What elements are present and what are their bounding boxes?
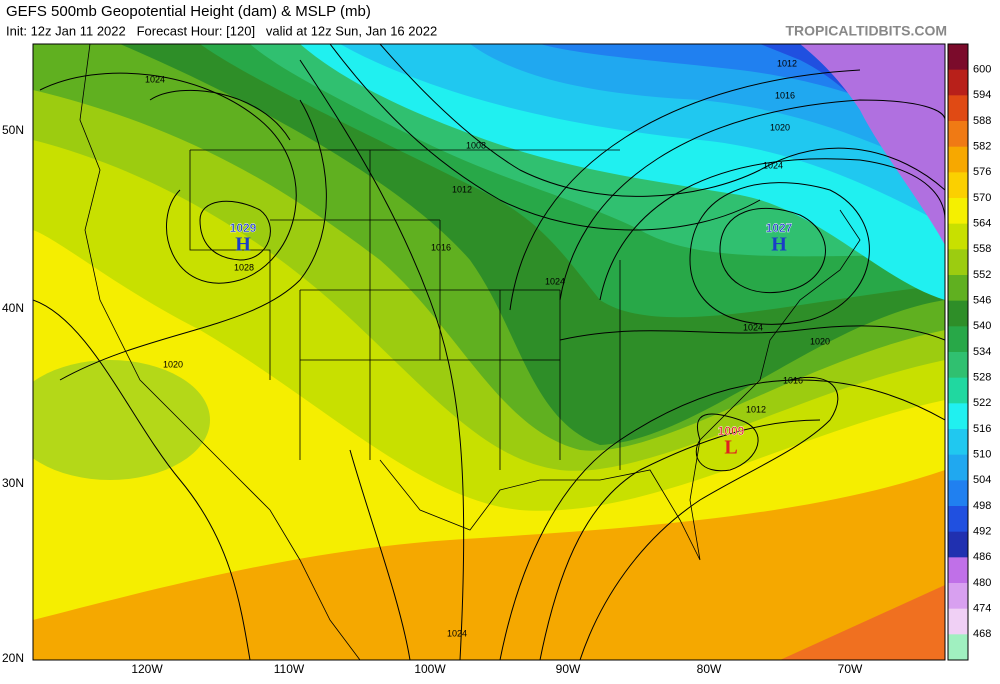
isobar-label: 1012 [777, 58, 797, 68]
colorbar-swatch [948, 506, 968, 533]
pressure-center-value: 1029 [230, 221, 257, 235]
isobar-label: 1012 [746, 404, 766, 414]
colorbar-label: 564 [973, 218, 991, 230]
brand: TROPICALTIDBITS.COM [785, 23, 947, 39]
colorbar-swatch [948, 352, 968, 379]
colorbar-label: 480 [973, 577, 991, 589]
longitude-label: 70W [838, 662, 863, 676]
colorbar-swatch [948, 403, 968, 430]
colorbar-label: 534 [973, 346, 991, 358]
colorbar-swatch [948, 146, 968, 173]
colorbar-swatch [948, 608, 968, 635]
colorbar-swatch [948, 634, 968, 661]
colorbar-label: 594 [973, 89, 991, 101]
isobar-label: 1028 [234, 262, 254, 272]
colorbar-swatch [948, 583, 968, 610]
isobar-label: 1016 [431, 242, 451, 252]
longitude-label: 110W [274, 662, 305, 676]
longitude-label: 100W [414, 662, 446, 676]
subtitle: Init: 12z Jan 11 2022 Forecast Hour: [12… [6, 23, 437, 38]
colorbar-label: 576 [973, 166, 991, 178]
colorbar-swatch [948, 69, 968, 96]
colorbar-label: 540 [973, 320, 991, 332]
colorbar-label: 552 [973, 269, 991, 281]
colorbar-swatch [948, 198, 968, 225]
colorbar-swatch [948, 300, 968, 327]
isobar-label: 1012 [452, 184, 472, 194]
latitude-label: 50N [2, 123, 24, 137]
colorbar-label: 582 [973, 141, 991, 153]
colorbar-swatch [948, 454, 968, 481]
colorbar-swatch [948, 275, 968, 302]
colorbar-swatch [948, 249, 968, 276]
colorbar-label: 570 [973, 192, 991, 204]
pressure-center-symbol: L [724, 437, 737, 459]
colorbar-label: 492 [973, 526, 991, 538]
colorbar-label: 486 [973, 551, 991, 563]
colorbar-label: 600 [973, 64, 991, 76]
longitude-label: 120W [131, 662, 163, 676]
colorbar-frame [947, 43, 969, 661]
pressure-center-value: 1027 [766, 221, 793, 235]
colorbar-swatch [948, 172, 968, 199]
colorbar-swatch [948, 44, 968, 71]
colorbar-swatch [948, 531, 968, 558]
colorbar-swatch [948, 557, 968, 584]
colorbar-label: 528 [973, 372, 991, 384]
colorbar-label: 474 [973, 603, 991, 615]
colorbar-label: 546 [973, 295, 991, 307]
latitude-label: 20N [2, 651, 24, 665]
isobar-label: 1016 [775, 90, 795, 100]
pressure-center-value: 1009 [718, 424, 745, 438]
isobar-label: 1020 [810, 336, 830, 346]
colorbar-label: 504 [973, 474, 991, 486]
latitude-label: 30N [2, 476, 24, 490]
colorbar-label: 516 [973, 423, 991, 435]
pressure-center-symbol: H [235, 234, 251, 256]
pressure-center-symbol: H [771, 234, 787, 256]
colorbar-swatch [948, 95, 968, 122]
title: GEFS 500mb Geopotential Height (dam) & M… [6, 3, 371, 20]
colorbar-swatch [948, 429, 968, 456]
isobar-label: 1024 [763, 160, 783, 170]
colorbar-label: 522 [973, 397, 991, 409]
colorbar-label: 558 [973, 243, 991, 255]
colorbar-label: 468 [973, 628, 991, 640]
colorbar-label: 588 [973, 115, 991, 127]
colorbar-swatch [948, 121, 968, 148]
colorbar-swatch [948, 326, 968, 353]
isobar-label: 1020 [163, 359, 183, 369]
isobar-label: 1024 [545, 276, 565, 286]
longitude-label: 90W [556, 662, 581, 676]
colorbar-label: 498 [973, 500, 991, 512]
isobar-label: 1024 [145, 74, 165, 84]
isobar-label: 1024 [743, 322, 763, 332]
colorbar-swatch [948, 377, 968, 404]
isobar-label: 1008 [466, 140, 486, 150]
colorbar-label: 510 [973, 449, 991, 461]
map [33, 44, 945, 660]
isobar-label: 1016 [783, 375, 803, 385]
longitude-label: 80W [697, 662, 722, 676]
latitude-label: 40N [2, 301, 24, 315]
isobar-label: 1020 [770, 122, 790, 132]
colorbar-swatch [948, 480, 968, 507]
colorbar-swatch [948, 223, 968, 250]
isobar-label: 1024 [447, 628, 467, 638]
